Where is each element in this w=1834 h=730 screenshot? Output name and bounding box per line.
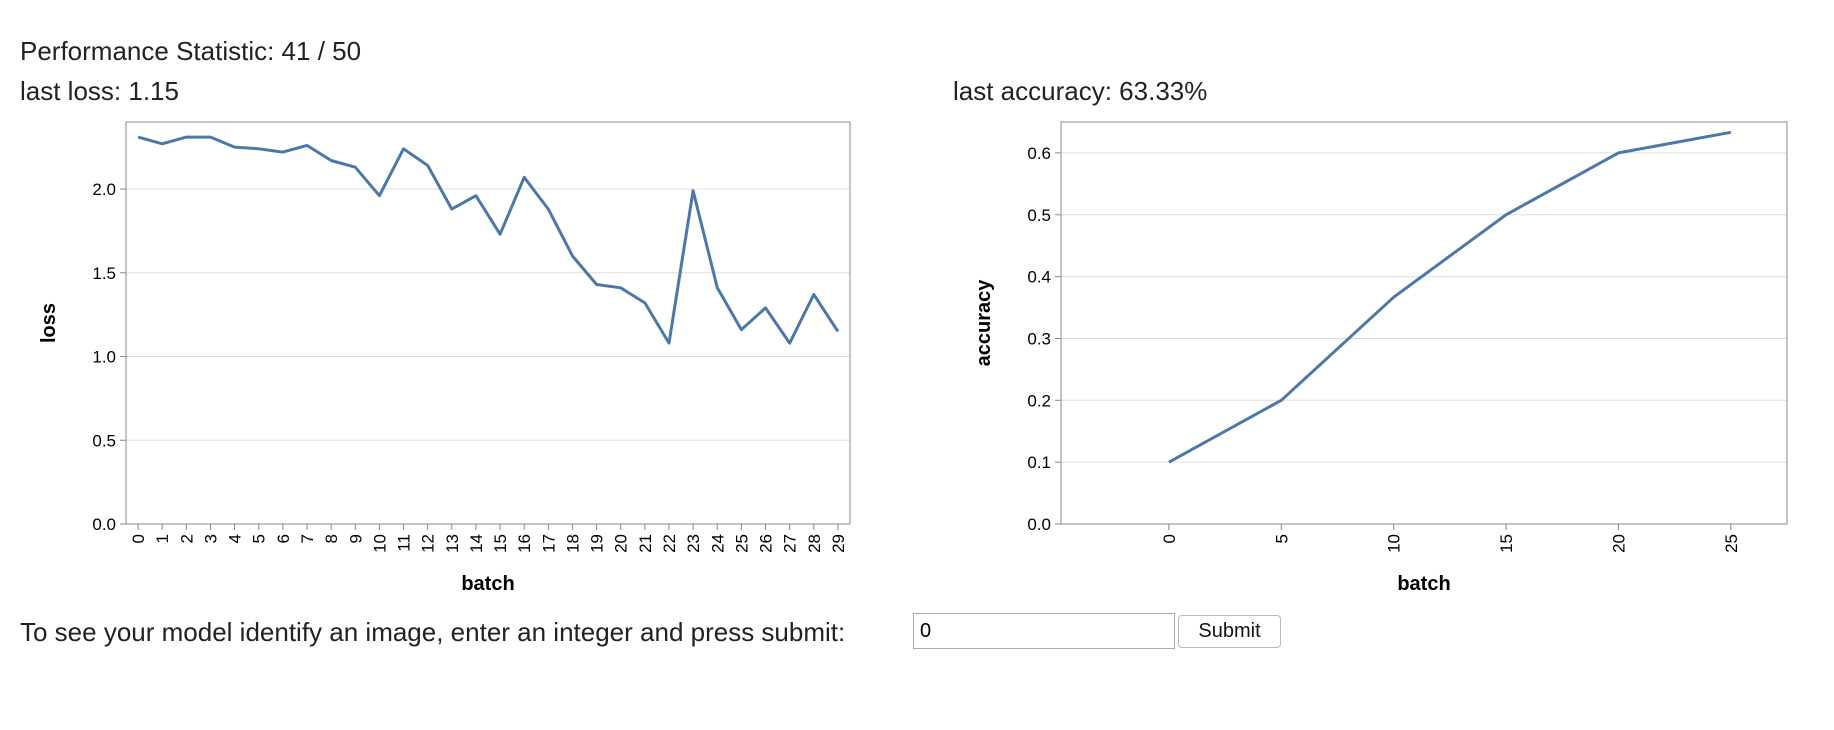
loss-y-tick-label: 0.5 xyxy=(92,431,116,450)
last-loss: last loss: 1.15 xyxy=(20,76,179,107)
loss-x-tick-label: 8 xyxy=(322,534,341,543)
accuracy-x-tick-label: 5 xyxy=(1272,534,1291,543)
submit-prompt: To see your model identify an image, ent… xyxy=(20,617,846,647)
accuracy-x-tick-label: 0 xyxy=(1160,534,1179,543)
accuracy-y-axis-title: accuracy xyxy=(973,279,995,367)
loss-x-tick-label: 5 xyxy=(250,534,269,543)
loss-x-tick-label: 28 xyxy=(805,534,824,553)
accuracy-x-tick-label: 25 xyxy=(1722,534,1741,553)
accuracy-y-tick-label: 0.1 xyxy=(1027,453,1051,472)
accuracy-y-tick-label: 0.2 xyxy=(1027,391,1051,410)
loss-x-tick-label: 6 xyxy=(274,534,293,543)
last-accuracy-value: 63.33% xyxy=(1119,76,1208,106)
loss-x-tick-label: 0 xyxy=(129,534,148,543)
accuracy-y-tick-label: 0.4 xyxy=(1027,268,1051,287)
accuracy-x-axis-title: batch xyxy=(1397,573,1450,595)
accuracy-chart: 0.0 0.1 0.2 0.3 0.4 0.5 0.6 0 5 10 15 20 25 batch accu… xyxy=(973,121,1788,595)
loss-x-tick-label: 9 xyxy=(346,534,365,543)
loss-y-tick-label: 1.5 xyxy=(92,264,116,283)
loss-x-tick-label: 12 xyxy=(419,534,438,553)
loss-x-tick-label: 19 xyxy=(588,534,607,553)
loss-x-tick-label: 24 xyxy=(708,534,727,553)
loss-x-tick-label: 17 xyxy=(539,534,558,553)
loss-y-axis-title: loss xyxy=(38,303,60,343)
loss-x-tick-label: 4 xyxy=(226,534,245,543)
accuracy-x-tick-label: 10 xyxy=(1385,534,1404,553)
last-accuracy-label: last accuracy: xyxy=(953,76,1120,106)
stat-value: 41 / 50 xyxy=(281,36,362,66)
loss-x-tick-label: 22 xyxy=(660,534,679,553)
loss-x-tick-label: 16 xyxy=(515,534,534,553)
accuracy-y-tick-label: 0.3 xyxy=(1027,329,1051,348)
last-accuracy: last accuracy: 63.33% xyxy=(953,76,1207,107)
loss-x-axis-title: batch xyxy=(461,573,514,595)
loss-x-tick-label: 26 xyxy=(757,534,776,553)
submit-button[interactable]: Submit xyxy=(1178,615,1281,648)
loss-x-tick-label: 1 xyxy=(153,534,172,543)
loss-x-tick-label: 29 xyxy=(829,534,848,553)
accuracy-x-tick-label: 20 xyxy=(1609,534,1628,553)
accuracy-series-line xyxy=(1168,130,1732,464)
stat-label: Performance Statistic: xyxy=(20,36,282,66)
loss-x-tick-label: 20 xyxy=(612,534,631,553)
loss-x-tick-label: 27 xyxy=(781,534,800,553)
last-loss-value: 1.15 xyxy=(128,76,179,106)
accuracy-y-tick-label: 0.5 xyxy=(1027,206,1051,225)
image-index-input[interactable] xyxy=(913,613,1175,649)
performance-statistic: Performance Statistic: 41 / 50 xyxy=(20,36,361,67)
loss-x-tick-label: 18 xyxy=(563,534,582,553)
accuracy-y-tick-label: 0.0 xyxy=(1027,515,1051,534)
loss-x-tick-label: 11 xyxy=(395,534,414,552)
loss-y-tick-label: 0.0 xyxy=(92,515,116,534)
loss-x-tick-label: 25 xyxy=(732,534,751,553)
loss-x-tick-label: 7 xyxy=(298,534,317,543)
accuracy-y-tick-label: 0.6 xyxy=(1027,144,1051,163)
loss-chart: 0.00.51.01.52.00 1 2 3 4 5 6 7 8 9 10 11 12 13 14 15 16 1… xyxy=(38,121,851,595)
loss-y-tick-label: 1.0 xyxy=(92,348,116,367)
loss-series-line xyxy=(137,135,840,345)
accuracy-plot-frame xyxy=(1060,121,1788,525)
loss-y-tick-label: 2.0 xyxy=(92,180,116,199)
loss-x-tick-label: 14 xyxy=(467,534,486,553)
loss-x-tick-label: 21 xyxy=(636,534,655,553)
loss-x-tick-label: 10 xyxy=(370,534,389,553)
accuracy-x-tick-label: 15 xyxy=(1497,534,1516,553)
loss-x-tick-label: 13 xyxy=(443,534,462,553)
loss-x-tick-label: 3 xyxy=(201,534,220,543)
loss-x-tick-label: 2 xyxy=(177,534,196,543)
loss-x-tick-label: 23 xyxy=(684,534,703,553)
loss-x-tick-label: 15 xyxy=(491,534,510,553)
last-loss-label: last loss: xyxy=(20,76,129,106)
